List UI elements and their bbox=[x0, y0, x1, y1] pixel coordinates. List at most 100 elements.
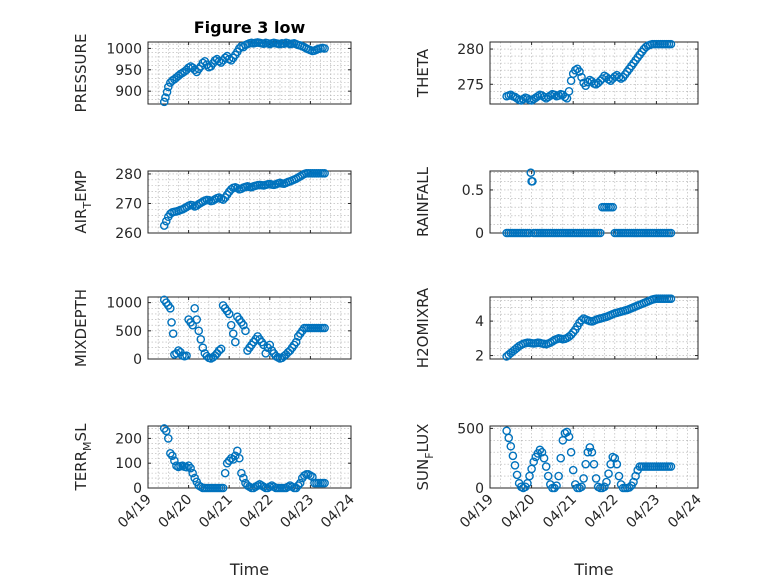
y-axis-label-suffix: EMP bbox=[72, 170, 90, 201]
data-point bbox=[226, 185, 236, 194]
data-point bbox=[539, 453, 549, 463]
data-point bbox=[161, 426, 171, 436]
data-point bbox=[510, 461, 520, 470]
y-tick-label: 100 bbox=[115, 456, 142, 472]
data-point bbox=[614, 471, 624, 481]
y-tick-label: 260 bbox=[115, 226, 142, 242]
x-tick-label: 04/22 bbox=[237, 492, 277, 532]
data-point bbox=[604, 469, 613, 478]
series-markers bbox=[502, 39, 676, 105]
data-point bbox=[198, 343, 208, 353]
y-tick-label: 950 bbox=[115, 63, 142, 79]
data-point bbox=[579, 474, 588, 483]
data-point bbox=[595, 228, 605, 238]
data-point bbox=[523, 94, 532, 103]
data-point bbox=[602, 477, 611, 487]
data-point bbox=[235, 453, 244, 463]
series-markers bbox=[159, 38, 329, 107]
x-tick-label: 04/19 bbox=[115, 492, 155, 532]
axes-box bbox=[489, 41, 699, 105]
data-point bbox=[168, 329, 178, 338]
series-markers bbox=[159, 424, 329, 493]
data-point bbox=[320, 478, 329, 488]
x-axis-label: Time bbox=[573, 560, 613, 579]
subplot-rainfall: 0 0.5 RAINFALL bbox=[414, 166, 699, 242]
series-markers bbox=[502, 426, 676, 493]
data-point bbox=[224, 456, 234, 466]
data-point bbox=[161, 93, 170, 102]
data-point bbox=[194, 64, 204, 74]
y-tick-label: 270 bbox=[115, 196, 142, 212]
data-point bbox=[194, 326, 204, 336]
y-axis-label-main: THETA bbox=[414, 48, 432, 98]
axes-box bbox=[147, 170, 352, 234]
data-point bbox=[564, 87, 574, 96]
data-point bbox=[218, 195, 228, 204]
data-point bbox=[265, 340, 275, 350]
data-point bbox=[182, 462, 191, 472]
y-tick-label: 0 bbox=[133, 481, 142, 497]
data-point bbox=[166, 303, 175, 313]
subplot-terr_msl: 0 100 200 TERRMSL 04/19 04/20 04/21 04/22 04/23 0… bbox=[72, 423, 358, 579]
x-tick-label: 04/23 bbox=[277, 492, 317, 532]
data-point bbox=[506, 441, 516, 451]
data-point bbox=[585, 443, 595, 452]
data-point bbox=[556, 453, 566, 463]
data-point bbox=[533, 91, 543, 101]
data-point bbox=[163, 434, 173, 443]
data-point bbox=[552, 481, 561, 490]
data-point bbox=[566, 447, 576, 457]
data-point bbox=[525, 228, 534, 238]
data-point bbox=[566, 330, 576, 340]
y-axis-label-subscript: M bbox=[81, 441, 94, 451]
series-markers bbox=[159, 295, 329, 363]
data-point bbox=[220, 468, 230, 478]
y-axis-label-subscript: F bbox=[423, 452, 436, 458]
data-point bbox=[320, 323, 329, 333]
data-point bbox=[320, 44, 329, 53]
y-tick-label: 1000 bbox=[106, 41, 142, 57]
data-point bbox=[184, 461, 193, 470]
data-point bbox=[167, 318, 176, 327]
y-axis-label: MIXDEPTH bbox=[72, 289, 90, 367]
subplot-mixdepth: 0 500 1000 MIXDEPTH bbox=[72, 289, 352, 368]
x-tick-label: 04/23 bbox=[623, 492, 663, 532]
data-point bbox=[512, 94, 522, 103]
x-tick-label: 04/20 bbox=[499, 492, 539, 532]
data-point bbox=[159, 424, 169, 433]
data-point bbox=[570, 65, 580, 75]
data-point bbox=[577, 315, 586, 325]
axes-box bbox=[489, 296, 699, 360]
y-tick-label: 0 bbox=[475, 226, 484, 242]
series-markers bbox=[502, 294, 676, 361]
data-point bbox=[161, 216, 171, 226]
x-tick-label: 04/24 bbox=[665, 491, 705, 531]
y-axis-label-main: MIXDEPTH bbox=[72, 289, 90, 367]
data-point bbox=[202, 60, 212, 69]
data-point bbox=[564, 432, 574, 442]
y-tick-label: 0 bbox=[133, 352, 142, 368]
data-point bbox=[502, 426, 511, 436]
data-point bbox=[508, 451, 518, 461]
data-point bbox=[216, 344, 226, 354]
data-point bbox=[320, 169, 329, 178]
data-point bbox=[291, 337, 301, 347]
data-point bbox=[226, 320, 236, 330]
data-point bbox=[591, 474, 601, 483]
data-point bbox=[539, 92, 549, 102]
y-tick-label: 1000 bbox=[106, 296, 142, 312]
y-axis-label-main: TERR bbox=[72, 451, 90, 492]
data-point bbox=[226, 56, 236, 65]
data-point bbox=[518, 94, 528, 104]
data-point bbox=[543, 471, 553, 481]
data-point bbox=[168, 451, 177, 461]
data-point bbox=[575, 67, 584, 76]
data-point bbox=[554, 471, 563, 481]
y-tick-label: 2 bbox=[475, 349, 484, 365]
data-point bbox=[239, 320, 248, 330]
data-point bbox=[512, 470, 522, 480]
data-point bbox=[159, 97, 169, 107]
data-point bbox=[239, 473, 248, 483]
y-axis-label: RAINFALL bbox=[414, 166, 432, 237]
data-point bbox=[174, 346, 183, 355]
